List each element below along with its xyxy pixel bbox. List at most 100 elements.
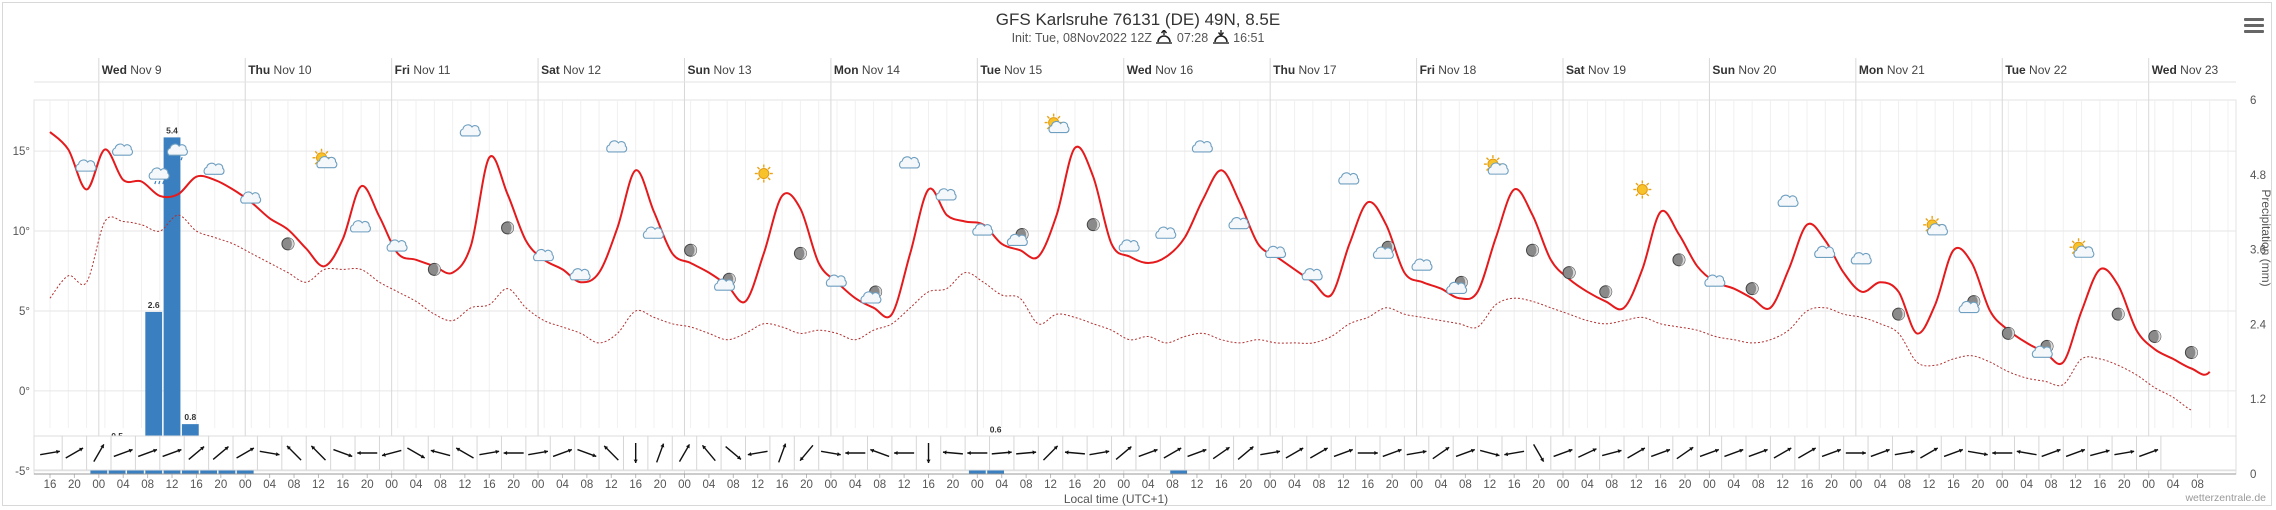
- moon-icon: [2001, 326, 2015, 340]
- cloud-shape: [459, 124, 481, 137]
- wind-arrow: [1479, 449, 1500, 457]
- moon-icon: [1745, 282, 1759, 296]
- cloud-shape: [349, 220, 371, 233]
- moon-light: [2008, 327, 2015, 340]
- sun-disk: [758, 168, 770, 180]
- moon-light: [1022, 228, 1029, 241]
- y-axis-right-title: Precipitation (mm): [2259, 189, 2273, 286]
- cloud-icon: [386, 239, 408, 252]
- sun-cloud-icon: [312, 148, 338, 169]
- day-name: Wed: [102, 63, 127, 77]
- rain-drop: [176, 156, 179, 161]
- moon-light: [1461, 276, 1468, 289]
- wind-arrow: [286, 445, 302, 461]
- cloud-shape: [203, 162, 225, 175]
- temp-tick-label: 15°: [13, 146, 30, 158]
- hour-label: 20: [507, 479, 520, 491]
- moon-light: [2191, 346, 2198, 359]
- cloud-icon: [349, 220, 371, 233]
- wind-arrow-head: [1862, 450, 1866, 456]
- wind-arrow: [1967, 450, 1988, 457]
- cloud-icon: [1118, 239, 1140, 252]
- cloud-icon: [240, 191, 262, 204]
- hour-label: 16: [190, 479, 203, 491]
- wind-arrow: [778, 443, 787, 463]
- chart-title: GFS Karlsruhe 76131 (DE) 49N, 8.5E: [995, 10, 1281, 29]
- hour-label: 04: [1142, 479, 1155, 491]
- day-date: Nov 9: [127, 63, 162, 77]
- hour-label: 20: [2118, 479, 2131, 491]
- cloud-icon: [899, 156, 921, 169]
- chart-subtitle: Init: Tue, 08Nov2022 12Z 07:28 16:51: [0, 28, 2276, 45]
- cloud-shape: [386, 239, 408, 252]
- hour-label: 20: [1825, 479, 1838, 491]
- wind-arrow: [357, 450, 378, 456]
- cloud-icon: [1265, 245, 1287, 258]
- cloud-moon-icon: [860, 285, 883, 304]
- cloud-shape: [935, 188, 957, 201]
- moon-icon: [1526, 243, 1540, 257]
- hour-label: 16: [483, 479, 496, 491]
- wind-arrow-head: [2016, 449, 2021, 454]
- cloud-moon-icon: [714, 272, 736, 291]
- wind-arrow: [137, 448, 158, 458]
- wind-arrow-head: [1958, 448, 1963, 453]
- wind-arrow-head: [592, 453, 597, 458]
- day-name: Mon: [1859, 63, 1884, 77]
- moon-icon: [2148, 330, 2162, 344]
- sun-ray: [1486, 157, 1490, 161]
- hour-label: 08: [141, 479, 154, 491]
- cloud-shape: [1850, 252, 1872, 265]
- hour-label: 04: [2020, 479, 2033, 491]
- wind-arrow-head: [1666, 448, 1671, 453]
- weather-icons: [75, 113, 2198, 360]
- hour-label: 00: [1264, 479, 1277, 491]
- wind-arrow-head: [1249, 446, 1254, 451]
- hour-label: 08: [2191, 479, 2204, 491]
- cloud-rain-icon: [166, 143, 188, 161]
- hour-label: 16: [922, 479, 935, 491]
- cloud-icon: [75, 159, 97, 172]
- chart-menu-button[interactable]: [2244, 18, 2264, 34]
- cloud-shape: [533, 248, 554, 262]
- moon-light: [1093, 218, 1100, 231]
- hour-label: 16: [1069, 479, 1082, 491]
- day-date: Nov 16: [1152, 63, 1194, 77]
- wind-arrow-head: [1763, 448, 1768, 453]
- cloud-moon-icon: [1372, 240, 1395, 259]
- moon-disk: [1672, 253, 1686, 267]
- hour-label: 04: [1581, 479, 1594, 491]
- sun-icon: [754, 164, 773, 183]
- wind-arrow-head: [942, 450, 947, 455]
- wind-arrow-head: [357, 450, 361, 456]
- wind-arrow-head: [495, 449, 500, 454]
- wind-arrow: [701, 444, 716, 462]
- cloud-shape: [2031, 345, 2053, 358]
- wind-arrow: [1309, 447, 1328, 459]
- wind-arrow: [2139, 448, 2159, 458]
- wind-arrow: [430, 449, 451, 457]
- day-date: Nov 22: [2026, 63, 2068, 77]
- sun-ray: [756, 177, 761, 181]
- hour-label: 20: [214, 479, 227, 491]
- hour-label: 16: [1508, 479, 1521, 491]
- day-label: Wed Nov 16: [1127, 63, 1194, 77]
- rain-drop: [158, 180, 161, 185]
- moon-light: [729, 273, 736, 286]
- wind-arrow-head: [430, 449, 435, 454]
- temperature-lines: [49, 131, 2211, 411]
- hour-label: 08: [434, 479, 447, 491]
- wind-arrow-head: [56, 449, 60, 454]
- hour-label: 20: [361, 479, 374, 491]
- wind-arrow-head: [870, 448, 875, 453]
- hour-label: 12: [2069, 479, 2082, 491]
- sun-ray: [1646, 182, 1650, 186]
- wind-arrow-head: [1323, 447, 1328, 452]
- temp-tick-label: 0°: [19, 386, 30, 398]
- cloud-shape: [1958, 300, 1980, 314]
- hour-label: 00: [678, 479, 691, 491]
- cloud-shape: [860, 291, 882, 304]
- day-name: Thu: [248, 63, 270, 77]
- wind-arrow: [1212, 446, 1230, 460]
- hour-label: 08: [1020, 479, 1033, 491]
